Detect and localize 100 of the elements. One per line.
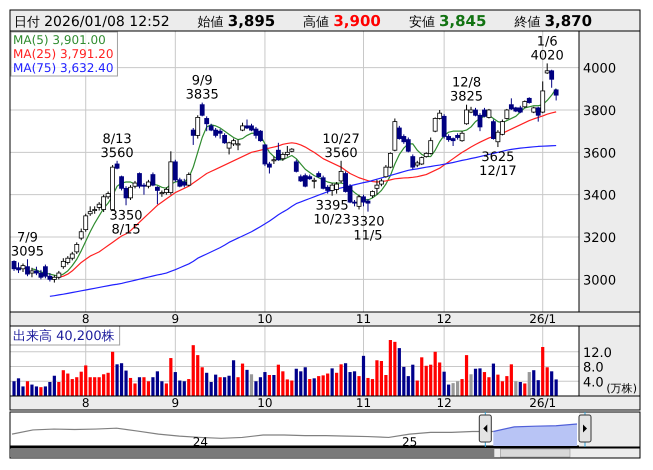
bar — [469, 374, 473, 396]
text: MA(25) 3,791.20 — [13, 47, 114, 61]
line-series — [49, 144, 557, 297]
candlestick — [330, 182, 335, 196]
x-tick-label: 10 — [257, 312, 273, 326]
bar — [528, 372, 531, 396]
annotation: 1/6 4020 — [530, 34, 564, 64]
annotation: 3320 11/5 — [351, 214, 385, 244]
candlestick — [544, 62, 550, 74]
bar — [232, 360, 236, 396]
bar — [375, 360, 379, 396]
candlestick — [30, 267, 34, 278]
bar — [169, 358, 172, 396]
candlestick — [302, 173, 308, 188]
candlestick — [536, 106, 541, 122]
annotation: 12/8 3825 — [450, 76, 484, 105]
bar — [330, 368, 334, 396]
candlestick — [460, 130, 464, 142]
text: 高値 3,900 — [303, 12, 381, 30]
bar — [352, 371, 356, 396]
bar — [339, 364, 343, 396]
bar — [115, 364, 119, 396]
candlestick — [213, 127, 218, 138]
candlestick — [60, 258, 66, 270]
bar — [30, 384, 34, 396]
y-tick-label: 12.0 — [583, 346, 612, 361]
candlestick — [508, 98, 514, 110]
x-tick-label: 8 — [82, 312, 90, 326]
x-tick-label: 12 — [436, 396, 452, 410]
bar — [218, 377, 222, 396]
y-tick-label: 3200 — [583, 231, 616, 246]
annotation: 9/9 3835 — [186, 74, 219, 103]
candlestick — [486, 108, 492, 119]
bar — [142, 377, 146, 396]
chart-title: 出来高 40,200株 — [13, 328, 115, 344]
y-tick-label: 3600 — [583, 146, 616, 162]
annotation: 3625 12/17 — [479, 150, 517, 180]
candlestick — [294, 159, 299, 173]
bar — [474, 368, 478, 396]
candlestick — [320, 175, 326, 190]
x-tick-label: 8 — [82, 396, 90, 410]
x-tick-label: 11 — [356, 312, 372, 326]
bar — [380, 361, 384, 396]
candlestick — [276, 142, 281, 162]
candlestick — [410, 154, 416, 170]
bar — [308, 379, 312, 396]
y-tick-label: 8.0 — [583, 360, 604, 376]
candlestick — [128, 184, 133, 200]
bar — [482, 372, 486, 396]
candlestick — [338, 160, 344, 184]
bar — [223, 377, 226, 396]
bar — [523, 383, 526, 396]
text: MA(75) 3,632.40 — [13, 61, 114, 75]
candlestick — [195, 114, 200, 140]
y-axis-title: (万株) — [606, 382, 637, 395]
bar — [128, 378, 132, 396]
y-tick-label: 3000 — [583, 273, 616, 288]
bar — [245, 370, 249, 396]
candlestick — [25, 258, 30, 277]
x-tick-label: 12 — [436, 312, 452, 326]
bar — [492, 364, 496, 396]
candlestick — [540, 80, 546, 114]
candlestick — [464, 104, 469, 126]
candlestick — [554, 88, 559, 101]
text: 安値 3,845 — [408, 12, 486, 30]
bar — [357, 376, 361, 396]
candlestick — [204, 116, 210, 132]
bar — [344, 363, 348, 396]
y-tick-label: 4000 — [583, 62, 616, 77]
candlestick — [101, 194, 106, 213]
bar — [442, 372, 446, 396]
x-tick-label: 9 — [172, 312, 180, 326]
text: 日付 2026/01/08 12:52 — [14, 14, 170, 30]
candlestick — [406, 137, 411, 153]
candlestick — [186, 172, 192, 187]
x-tick-label: 26/1 — [529, 312, 556, 326]
bar — [250, 374, 254, 396]
x-tick-label: 26/1 — [529, 396, 556, 410]
bar — [52, 376, 56, 396]
bar — [268, 375, 272, 396]
candlestick — [356, 194, 362, 210]
text: MA(5) 3,901.00 — [13, 33, 106, 47]
annotation: 10/27 3560 — [322, 132, 360, 161]
y-tick-label: 4.0 — [583, 375, 604, 390]
x-tick-label: 11 — [356, 396, 372, 410]
bar — [272, 375, 276, 396]
bar — [39, 387, 43, 396]
candlestick — [428, 137, 434, 155]
candlestick — [442, 114, 447, 140]
bar — [478, 368, 482, 396]
bar — [138, 377, 142, 396]
y-tick-label: 3400 — [583, 188, 616, 204]
bar — [312, 378, 316, 396]
bar — [496, 374, 500, 396]
text: 終値 3,870 — [513, 12, 592, 30]
bar — [510, 364, 513, 396]
bar — [366, 378, 370, 396]
bar — [393, 342, 396, 396]
candlestick — [190, 127, 196, 146]
bar — [120, 363, 124, 396]
